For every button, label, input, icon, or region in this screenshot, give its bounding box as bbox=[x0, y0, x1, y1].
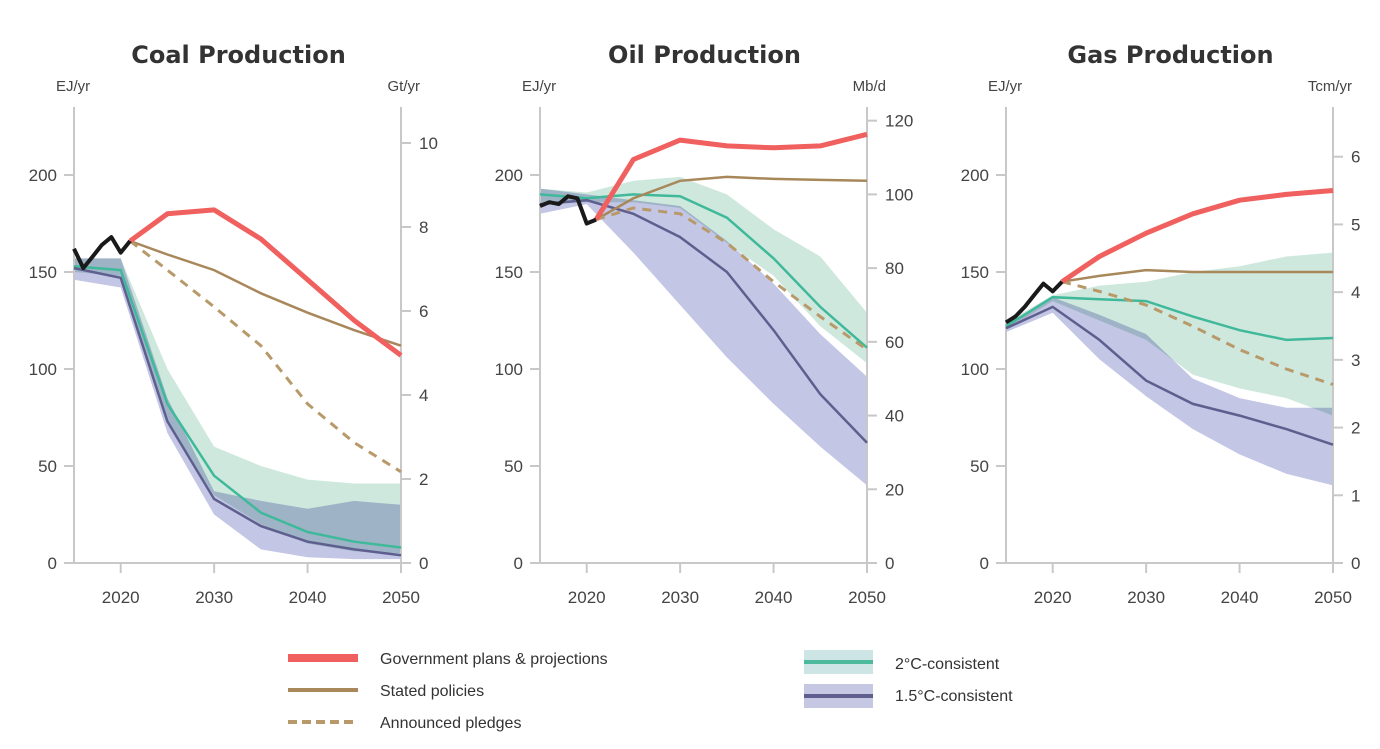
y-tick-label: 50 bbox=[970, 457, 989, 476]
chart-title: Coal Production bbox=[131, 41, 346, 69]
band-2c bbox=[1006, 252, 1333, 416]
x-tick-label: 2030 bbox=[661, 588, 699, 607]
line-government-plans bbox=[593, 131, 868, 221]
right-tick-label: 4 bbox=[1351, 283, 1360, 302]
right-tick-label: 1 bbox=[1351, 486, 1360, 505]
legend-stated-label: Stated policies bbox=[380, 683, 484, 700]
x-tick-label: 2040 bbox=[289, 588, 327, 607]
right-tick-label: 2 bbox=[419, 470, 428, 489]
right-tick-label: 0 bbox=[1351, 554, 1360, 573]
y-tick-label: 200 bbox=[495, 166, 523, 185]
line-historical bbox=[539, 194, 597, 226]
line-2c bbox=[539, 193, 868, 349]
y-tick-label: 100 bbox=[961, 360, 989, 379]
y-tick-label: 0 bbox=[514, 554, 523, 573]
legend-announced-label: Announced pledges bbox=[380, 715, 521, 732]
y-tick-label: 100 bbox=[495, 360, 523, 379]
y-tick-label: 50 bbox=[38, 457, 57, 476]
legend-c2-label: 2°C-consistent bbox=[895, 656, 1000, 673]
x-tick-label: 2020 bbox=[1034, 588, 1072, 607]
y-tick-label: 0 bbox=[48, 554, 57, 573]
right-tick-label: 100 bbox=[885, 185, 913, 204]
line-1-5c bbox=[539, 198, 868, 444]
x-tick-label: 2050 bbox=[382, 588, 420, 607]
x-tick-label: 2050 bbox=[1314, 588, 1352, 607]
y-tick-label: 100 bbox=[29, 360, 57, 379]
panel-coal-production: Coal Production EJ/yr Gt/yr 0 50 100 150 200 0 2 4… bbox=[29, 41, 438, 607]
right-tick-label: 40 bbox=[885, 407, 904, 426]
y-tick-label: 150 bbox=[495, 263, 523, 282]
right-tick-label: 120 bbox=[885, 112, 913, 131]
line-1-5c bbox=[1005, 305, 1334, 446]
x-tick-label: 2030 bbox=[195, 588, 233, 607]
legend-c15-label: 1.5°C-consistent bbox=[895, 688, 1013, 705]
right-tick-label: 6 bbox=[1351, 148, 1360, 167]
panel-gas-production: Gas Production EJ/yr Tcm/yr 0 50 100 150 200 0 1 2… bbox=[961, 41, 1361, 607]
left-axis-unit: EJ/yr bbox=[56, 78, 90, 95]
line-government-plans bbox=[1060, 188, 1334, 284]
right-tick-label: 3 bbox=[1351, 351, 1360, 370]
line-historical bbox=[72, 235, 132, 271]
line-1-5c bbox=[73, 266, 402, 557]
line-announced-pledges bbox=[595, 206, 868, 351]
right-axis-unit: Tcm/yr bbox=[1308, 78, 1352, 95]
left-axis-unit: EJ/yr bbox=[988, 78, 1022, 95]
right-tick-label: 6 bbox=[419, 302, 428, 321]
x-tick-label: 2030 bbox=[1127, 588, 1165, 607]
y-tick-label: 0 bbox=[980, 554, 989, 573]
line-stated-policies bbox=[129, 239, 402, 347]
right-tick-label: 2 bbox=[1351, 419, 1360, 438]
line-government-plans bbox=[128, 207, 403, 358]
line-historical bbox=[1004, 280, 1064, 325]
x-tick-label: 2020 bbox=[102, 588, 140, 607]
right-tick-label: 20 bbox=[885, 480, 904, 499]
x-tick-label: 2020 bbox=[568, 588, 606, 607]
right-tick-label: 5 bbox=[1351, 215, 1360, 234]
y-tick-label: 50 bbox=[504, 457, 523, 476]
line-announced-pledges bbox=[129, 239, 402, 474]
line-stated-policies bbox=[1061, 268, 1333, 283]
right-tick-label: 60 bbox=[885, 333, 904, 352]
y-tick-label: 200 bbox=[961, 166, 989, 185]
chart-title: Oil Production bbox=[608, 41, 801, 69]
right-tick-label: 80 bbox=[885, 259, 904, 278]
line-2c bbox=[1005, 295, 1334, 342]
y-tick-label: 150 bbox=[961, 263, 989, 282]
right-tick-label: 4 bbox=[419, 386, 428, 405]
legend-government-label: Government plans & projections bbox=[380, 651, 608, 668]
right-axis-unit: Mb/d bbox=[853, 78, 886, 95]
right-tick-label: 0 bbox=[885, 554, 894, 573]
band-1-5c bbox=[540, 188, 867, 486]
line-announced-pledges bbox=[1061, 280, 1334, 386]
x-tick-label: 2040 bbox=[755, 588, 793, 607]
right-axis-unit: Gt/yr bbox=[388, 78, 421, 95]
line-stated-policies bbox=[595, 175, 868, 221]
y-tick-label: 200 bbox=[29, 166, 57, 185]
x-tick-label: 2050 bbox=[848, 588, 886, 607]
left-axis-unit: EJ/yr bbox=[522, 78, 556, 95]
right-tick-label: 10 bbox=[419, 134, 438, 153]
right-tick-label: 0 bbox=[419, 554, 428, 573]
band-1-5c bbox=[74, 258, 401, 560]
right-tick-label: 8 bbox=[419, 218, 428, 237]
x-tick-label: 2040 bbox=[1221, 588, 1259, 607]
line-2c bbox=[73, 264, 402, 549]
chart-title: Gas Production bbox=[1067, 41, 1273, 69]
y-tick-label: 150 bbox=[29, 263, 57, 282]
